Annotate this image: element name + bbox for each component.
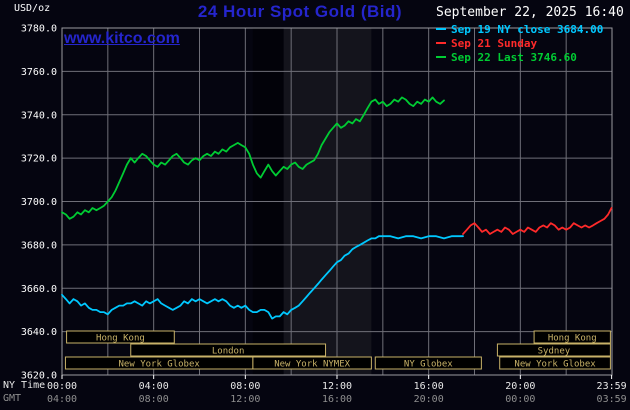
- y-axis-tick-label: 3620.0: [21, 371, 57, 382]
- session-box: [496, 343, 611, 357]
- y-axis-tick-label: 3640.0: [21, 327, 57, 338]
- x-axis-gmt-tick-label: 04:00: [47, 394, 77, 405]
- series-sep19-ny-close: [61, 235, 464, 320]
- y-axis-tick-label: 3700.0: [21, 197, 57, 208]
- session-box: [66, 330, 175, 344]
- session-label: Sydney: [538, 347, 571, 357]
- x-axis-ny-tick-label: 08:00: [230, 381, 260, 392]
- session-label: Hong Kong: [548, 334, 597, 344]
- legend-label: Sep 19 NY close 3684.00: [451, 22, 604, 36]
- x-axis-gmt-tick-label: 03:59: [597, 394, 627, 405]
- session-label: London: [212, 347, 245, 357]
- session-label: New York Globex: [119, 360, 201, 370]
- kitco-watermark-link[interactable]: www.kitco.com: [64, 30, 180, 47]
- legend-label: Sep 22 Last 3746.60: [451, 50, 577, 64]
- x-axis-ny-tick-label: 04:00: [139, 381, 169, 392]
- session-box: [130, 343, 327, 357]
- session-box: [499, 356, 611, 370]
- legend-item: Sep 19 NY close 3684.00: [436, 22, 603, 36]
- y-axis-tick-label: 3720.0: [21, 154, 57, 165]
- y-axis-tick-label: 3660.0: [21, 284, 57, 295]
- x-axis-ny-tick-label: 23:59: [597, 381, 627, 392]
- x-axis-ny-tick-label: 12:00: [322, 381, 352, 392]
- session-label: NY Globex: [404, 360, 453, 370]
- series-sep21-sunday: [462, 207, 613, 235]
- y-axis-tick-label: 3760.0: [21, 67, 57, 78]
- legend-label: Sep 21 Sunday: [451, 36, 538, 50]
- legend-dash-icon: [436, 28, 446, 30]
- legend-item: Sep 22 Last 3746.60: [436, 50, 603, 64]
- page-title: 24 Hour Spot Gold (Bid): [197, 2, 403, 21]
- datetime-label: September 22, 2025 16:40: [436, 5, 624, 20]
- session-box: [252, 356, 372, 370]
- y-axis-tick-label: 3680.0: [21, 240, 57, 251]
- units-label: USD/oz: [14, 3, 51, 14]
- session-label: New York NYMEX: [274, 360, 350, 370]
- session-label: New York Globex: [514, 360, 596, 370]
- x-axis-gmt-tick-label: 12:00: [230, 394, 260, 405]
- y-axis-tick-label: 3740.0: [21, 110, 57, 121]
- x-axis-ny-tick-label: 00:00: [47, 381, 77, 392]
- x-axis-gmt-tick-label: 00:00: [505, 394, 535, 405]
- gmt-axis-label: GMT: [3, 393, 22, 404]
- legend-dash-icon: [436, 56, 446, 58]
- series-sep22-current: [61, 96, 445, 220]
- session-box: [374, 356, 482, 370]
- ny-time-axis-label: NY Time: [3, 380, 46, 391]
- legend-item: Sep 21 Sunday: [436, 36, 603, 50]
- legend-dash-icon: [436, 42, 446, 44]
- x-axis-gmt-tick-label: 16:00: [322, 394, 352, 405]
- x-axis-gmt-tick-label: 08:00: [139, 394, 169, 405]
- session-box: [533, 330, 611, 344]
- session-label: Hong Kong: [96, 334, 145, 344]
- legend: Sep 19 NY close 3684.00 Sep 21 Sunday Sep …: [436, 22, 603, 64]
- y-axis-tick-label: 3780.0: [21, 24, 57, 35]
- x-axis-gmt-tick-label: 20:00: [414, 394, 444, 405]
- x-axis-ny-tick-label: 16:00: [414, 381, 444, 392]
- x-axis-ny-tick-label: 20:00: [505, 381, 535, 392]
